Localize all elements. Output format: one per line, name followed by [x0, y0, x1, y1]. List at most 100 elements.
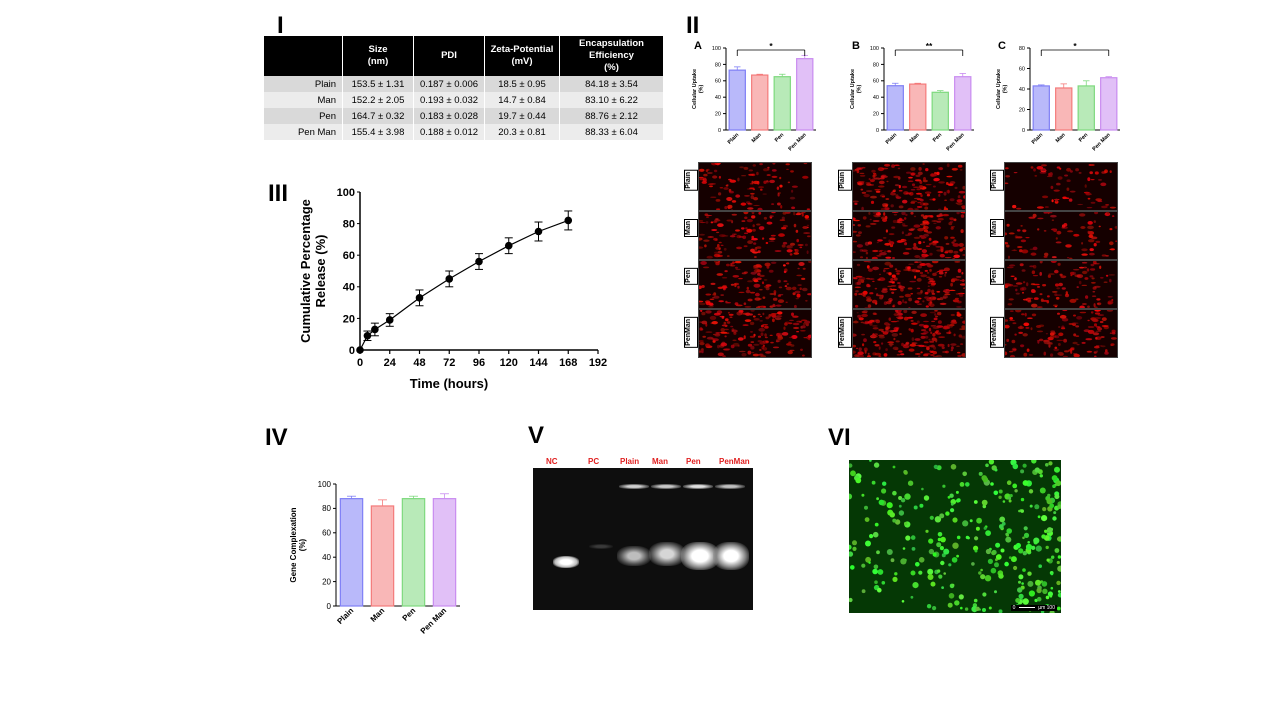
y-tick-label: 100 — [870, 46, 879, 52]
fluorescent-spot — [926, 215, 934, 218]
fluorescent-cell — [950, 502, 954, 506]
fluorescent-spot — [938, 269, 946, 272]
fluorescent-spot — [709, 185, 713, 188]
fluorescent-spot — [905, 192, 912, 195]
fluorescent-spot — [946, 175, 953, 178]
fluorescent-spot — [715, 332, 721, 334]
fluorescent-spot — [898, 184, 901, 189]
y-axis-label: Cumulative PercentageRelease (%) — [298, 199, 328, 343]
fluorescent-spot — [708, 305, 714, 308]
y-tick-label: 0 — [1022, 128, 1025, 134]
fluorescent-spot — [705, 331, 713, 333]
fluorescent-spot — [758, 186, 764, 189]
fluorescent-spot — [747, 207, 754, 210]
fluorescent-spot — [739, 166, 744, 169]
fluorescent-spot — [903, 344, 907, 346]
fluorescent-spot — [1087, 319, 1090, 322]
fluorescent-spot — [872, 266, 880, 271]
subpanel-label-B: B — [852, 40, 860, 52]
fluorescent-spot — [919, 223, 927, 226]
fluorescent-spot — [755, 292, 760, 297]
fluorescent-cell — [1044, 529, 1048, 533]
fluorescent-cell — [1042, 507, 1047, 512]
fluorescent-spot — [1061, 317, 1069, 322]
fluorescent-spot — [793, 212, 796, 216]
fluorescent-spot — [947, 183, 954, 186]
fluorescent-spot — [893, 313, 899, 317]
fluorescent-spot — [1021, 313, 1025, 316]
fluorescent-cell — [1054, 548, 1060, 553]
fluorescent-spot — [1028, 216, 1036, 219]
fluorescent-spot — [1006, 338, 1010, 342]
y-tick-label: 0 — [349, 345, 355, 357]
fluorescent-spot — [932, 244, 937, 246]
fluorescent-cell — [850, 470, 856, 477]
fluorescent-spot — [758, 226, 765, 231]
fluorescent-spot — [917, 297, 922, 300]
fluorescent-cell — [905, 535, 911, 541]
fluorescent-spot — [913, 342, 918, 344]
fluorescent-spot — [921, 329, 927, 332]
fluorescent-spot — [938, 271, 944, 275]
bar — [401, 498, 426, 607]
fluorescent-spot — [764, 262, 771, 267]
fluorescent-cell — [1008, 499, 1012, 503]
fluorescent-spot — [726, 263, 730, 267]
bar — [1032, 85, 1050, 131]
y-tick-label: 40 — [1019, 87, 1025, 93]
fluorescent-spot — [727, 204, 733, 209]
fluorescent-spot — [744, 195, 750, 197]
fluorescent-spot — [701, 320, 708, 325]
fluorescent-spot — [1006, 244, 1010, 248]
fluorescent-spot — [1058, 343, 1061, 346]
fluorescent-spot — [865, 225, 871, 228]
fluorescent-spot — [854, 168, 859, 171]
fluorescent-spot — [1093, 220, 1096, 223]
fluorescent-spot — [1092, 286, 1097, 290]
fluorescent-spot — [926, 276, 931, 279]
fluorescent-cell — [898, 504, 902, 508]
fluorescent-cell — [998, 495, 1002, 499]
fluorescent-spot — [1011, 339, 1016, 344]
fluorescent-spot — [919, 198, 924, 202]
fluorescent-spot — [769, 237, 776, 241]
fluorescent-spot — [944, 199, 947, 201]
fluorescent-cell — [975, 526, 980, 531]
fluorescent-spot — [783, 280, 788, 283]
fluorescent-spot — [908, 307, 911, 308]
fluorescent-spot — [699, 302, 706, 306]
fluorescent-spot — [759, 349, 762, 351]
fluorescent-cell — [999, 516, 1006, 523]
fluorescent-spot — [908, 348, 915, 352]
fluorescent-spot — [710, 221, 714, 224]
fluorescent-spot — [853, 251, 856, 253]
fluorescent-cell — [894, 572, 898, 576]
fluorescent-cell — [904, 521, 908, 526]
fluorescent-cell — [1056, 560, 1060, 565]
y-axis-label: Cellular Uptake(%) — [850, 69, 863, 109]
fluorescent-spot — [1068, 198, 1073, 202]
fluorescent-spot — [1005, 167, 1009, 170]
fluorescent-cell — [1012, 483, 1018, 489]
fluorescent-spot — [699, 327, 703, 331]
fluorescent-spot — [798, 321, 803, 323]
fluorescent-cell — [990, 482, 994, 486]
fluorescent-spot — [893, 277, 898, 281]
fluorescent-spot — [737, 177, 740, 182]
x-tick-label: 192 — [589, 357, 607, 369]
data-point — [445, 275, 454, 283]
fluorescent-spot — [1050, 353, 1054, 357]
fluorescent-cell — [912, 582, 919, 589]
fluorescent-spot — [1112, 215, 1115, 217]
y-tick-label: 100 — [712, 46, 721, 52]
fluorescent-spot — [745, 289, 751, 294]
micro-row-label: Man — [684, 219, 698, 237]
bar — [909, 83, 927, 131]
fluorescent-spot — [1033, 168, 1036, 172]
fluorescent-spot — [779, 176, 782, 180]
fluorescent-spot — [1101, 254, 1107, 257]
fluorescent-spot — [915, 192, 922, 195]
fluorescent-spot — [916, 188, 921, 191]
fluorescent-cell — [951, 583, 955, 587]
gel-band — [617, 546, 651, 566]
